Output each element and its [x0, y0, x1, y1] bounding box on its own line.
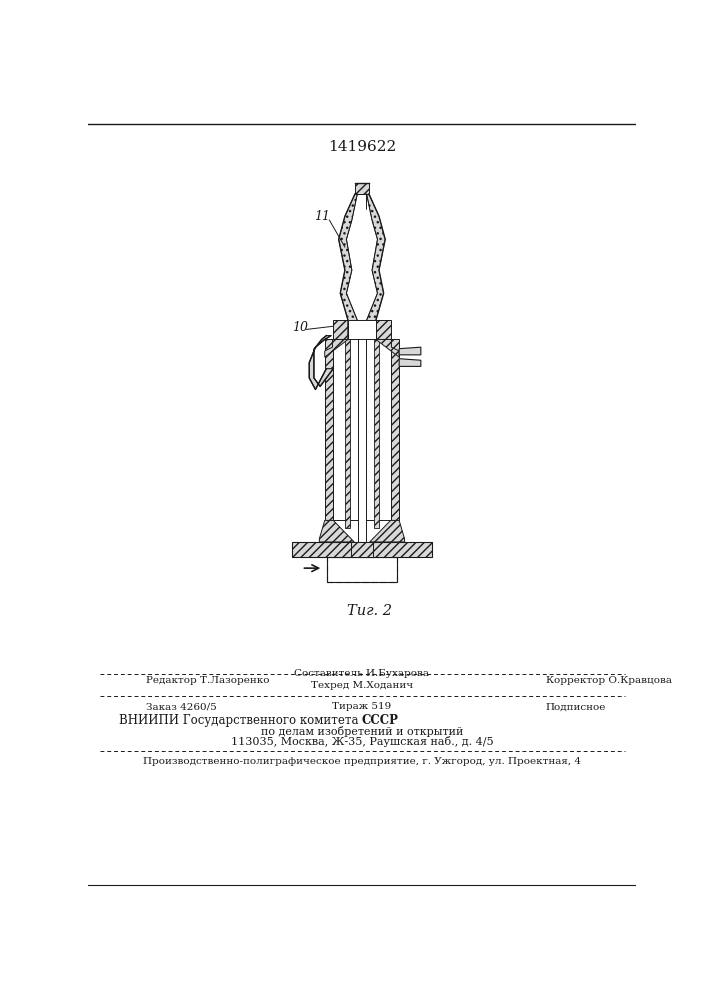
- Text: Техред М.Ходанич: Техред М.Ходанич: [311, 681, 413, 690]
- Polygon shape: [346, 194, 378, 339]
- Text: 113035, Москва, Ж-35, Раушская наб., д. 4/5: 113035, Москва, Ж-35, Раушская наб., д. …: [230, 736, 493, 747]
- Polygon shape: [345, 339, 351, 528]
- Text: Заказ 4260/5: Заказ 4260/5: [146, 702, 217, 711]
- Text: 11: 11: [314, 210, 329, 223]
- Polygon shape: [355, 183, 369, 194]
- Text: 1419622: 1419622: [328, 140, 396, 154]
- Polygon shape: [376, 320, 392, 339]
- Polygon shape: [292, 542, 432, 557]
- Text: Τиг. 2: Τиг. 2: [347, 604, 392, 618]
- Text: Корректор О.Кравцова: Корректор О.Кравцова: [546, 676, 672, 685]
- Bar: [327, 557, 397, 582]
- Text: Производственно-полиграфическое предприятие, г. Ужгород, ул. Проектная, 4: Производственно-полиграфическое предприя…: [143, 757, 581, 766]
- Text: Подписное: Подписное: [546, 702, 606, 711]
- Polygon shape: [351, 542, 373, 557]
- Polygon shape: [373, 339, 379, 528]
- Bar: [333, 339, 391, 520]
- Polygon shape: [325, 339, 348, 357]
- Text: Тираж 519: Тираж 519: [332, 702, 392, 711]
- Polygon shape: [370, 520, 404, 542]
- Text: ВНИИПИ Государственного комитета: ВНИИПИ Государственного комитета: [119, 714, 362, 727]
- Bar: [348, 320, 376, 339]
- Text: по делам изобретений и открытий: по делам изобретений и открытий: [261, 726, 463, 737]
- Polygon shape: [367, 194, 385, 339]
- Polygon shape: [391, 339, 399, 520]
- Polygon shape: [325, 339, 333, 520]
- Polygon shape: [320, 520, 354, 542]
- Polygon shape: [339, 194, 357, 339]
- Polygon shape: [399, 359, 421, 366]
- Text: Составитель И.Бухарова: Составитель И.Бухарова: [294, 669, 429, 678]
- Text: 10: 10: [292, 321, 308, 334]
- Text: Редактор Т.Лазоренко: Редактор Т.Лазоренко: [146, 676, 270, 685]
- Bar: [358, 183, 366, 542]
- Polygon shape: [399, 347, 421, 355]
- Text: СССР: СССР: [362, 714, 399, 727]
- Polygon shape: [332, 320, 348, 339]
- Polygon shape: [376, 339, 399, 357]
- Polygon shape: [309, 336, 333, 389]
